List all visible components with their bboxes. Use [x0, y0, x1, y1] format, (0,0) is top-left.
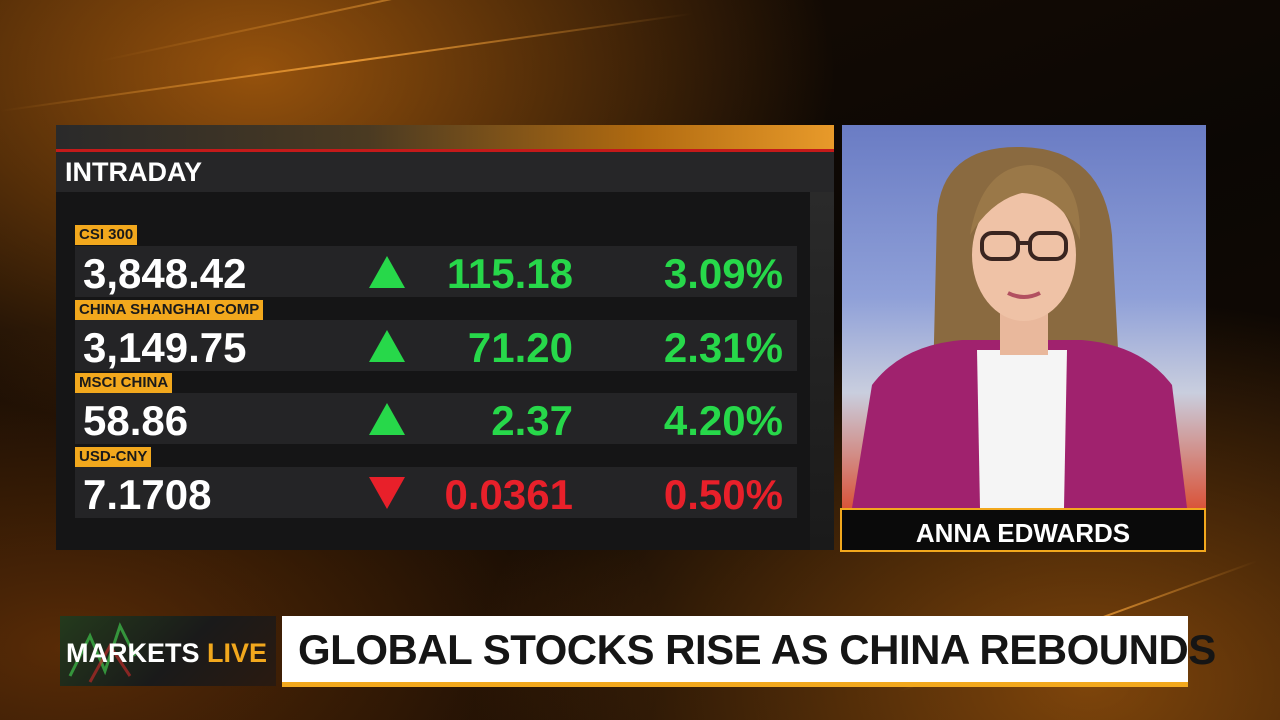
presenter-figure: [852, 146, 1187, 508]
panel-side-edge: [810, 192, 834, 550]
quote-row: 3,149.75 71.20 2.31%: [75, 320, 797, 371]
intraday-panel: INTRADAY CSI 300 3,848.42 115.18 3.09% C…: [56, 125, 834, 550]
quote-percent: 4.20%: [663, 397, 783, 444]
quote-percent: 0.50%: [663, 471, 783, 518]
presenter-name: ANNA EDWARDS: [915, 518, 1131, 548]
panel-title-bar: [56, 152, 834, 192]
up-arrow-icon: [369, 403, 405, 435]
headline-text: GLOBAL STOCKS RISE AS CHINA REBOUNDS: [298, 626, 1216, 673]
panel-top-bar: [56, 125, 834, 152]
quote-price: 7.1708: [83, 471, 212, 518]
quote-row: 7.1708 0.0361 0.50%: [75, 467, 797, 518]
quote-row: 58.86 2.37 4.20%: [75, 393, 797, 444]
presenter-video: [842, 125, 1206, 508]
headline-banner: GLOBAL STOCKS RISE AS CHINA REBOUNDS: [282, 616, 1216, 687]
up-arrow-icon: [369, 330, 405, 362]
quote-percent: 3.09%: [663, 250, 783, 297]
quote-price: 3,149.75: [83, 324, 247, 371]
row-label: CSI 300: [75, 225, 138, 245]
presenter-nameplate: ANNA EDWARDS: [840, 508, 1206, 552]
quote-change: 71.20: [467, 324, 573, 371]
quote-row: 3,848.42 115.18 3.09%: [75, 246, 797, 297]
row-label: CHINA SHANGHAI COMP: [75, 300, 264, 320]
quote-price: 58.86: [83, 397, 189, 444]
show-title: MARKETS LIVE: [66, 638, 267, 669]
up-arrow-icon: [369, 256, 405, 288]
panel-title: INTRADAY: [65, 157, 203, 187]
row-label: USD-CNY: [75, 447, 152, 467]
down-arrow-icon: [369, 477, 405, 509]
quote-percent: 2.31%: [663, 324, 783, 371]
quote-price: 3,848.42: [83, 250, 247, 297]
background-streak: [0, 12, 694, 112]
background-streak: [99, 0, 688, 62]
quote-change: 0.0361: [444, 471, 573, 518]
show-title-part2: LIVE: [207, 638, 268, 668]
row-label: MSCI CHINA: [75, 373, 173, 393]
chart-decoration-icon: [68, 622, 137, 683]
quote-change: 2.37: [491, 397, 573, 444]
quote-change: 115.18: [446, 250, 573, 297]
show-title-part1: MARKETS: [66, 638, 200, 668]
show-logo: MARKETS LIVE: [60, 616, 276, 686]
